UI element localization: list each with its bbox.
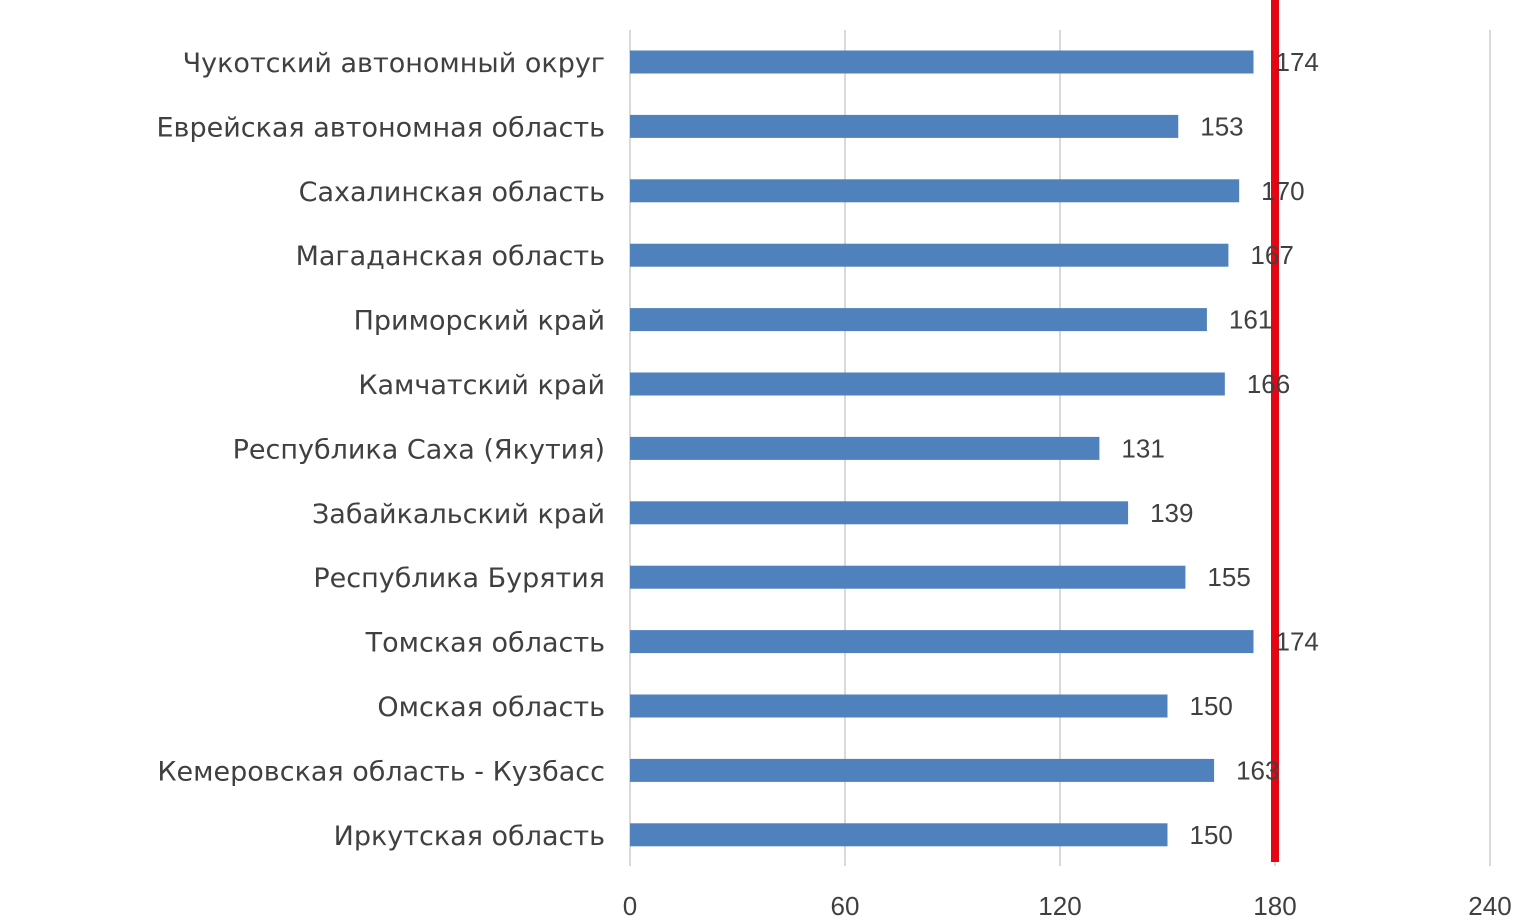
bar-4 bbox=[630, 243, 1229, 267]
value-label: 139 bbox=[1150, 498, 1193, 528]
x-axis-ticks: 0 60 120 180 240 bbox=[623, 891, 1512, 921]
x-tick-label: 240 bbox=[1468, 891, 1511, 921]
value-label: 155 bbox=[1207, 562, 1250, 592]
category-label: Омская область bbox=[377, 692, 605, 723]
bar-3 bbox=[630, 179, 1240, 203]
value-label: 163 bbox=[1236, 755, 1279, 785]
category-label: Чукотский автономный округ bbox=[183, 48, 605, 79]
category-label: Республика Бурятия bbox=[313, 563, 605, 594]
category-label: Камчатский край bbox=[358, 370, 605, 401]
category-labels: Чукотский автономный округ Еврейская авто… bbox=[156, 48, 605, 852]
value-label: 131 bbox=[1121, 433, 1164, 463]
x-tick-label: 180 bbox=[1253, 891, 1296, 921]
category-label: Забайкальский край bbox=[312, 499, 605, 530]
bar-13 bbox=[630, 823, 1168, 847]
value-labels: 174 153 170 167 161 166 131 139 155 174 150 163 150 bbox=[1121, 47, 1318, 850]
bar-2 bbox=[630, 114, 1179, 138]
value-label: 153 bbox=[1200, 111, 1243, 141]
value-label: 174 bbox=[1276, 627, 1319, 657]
bar-8 bbox=[630, 501, 1129, 525]
category-label: Иркутская область bbox=[334, 821, 605, 852]
category-label: Приморский край bbox=[354, 306, 605, 337]
category-label: Магаданская область bbox=[296, 241, 605, 272]
bar-9 bbox=[630, 565, 1186, 589]
value-label: 150 bbox=[1190, 691, 1233, 721]
category-label: Еврейская автономная область bbox=[156, 112, 605, 143]
bar-10 bbox=[630, 630, 1254, 654]
x-tick-label: 120 bbox=[1038, 891, 1081, 921]
value-label: 170 bbox=[1261, 176, 1304, 206]
x-tick-label: 60 bbox=[831, 891, 860, 921]
bar-5 bbox=[630, 308, 1207, 332]
value-label: 174 bbox=[1276, 47, 1319, 77]
value-label: 150 bbox=[1190, 820, 1233, 850]
bar-6 bbox=[630, 372, 1225, 396]
bar-1 bbox=[630, 50, 1254, 74]
category-label: Кемеровская область - Кузбасс bbox=[157, 756, 605, 787]
category-label: Томская область bbox=[365, 628, 605, 659]
bar-11 bbox=[630, 694, 1168, 718]
value-label: 166 bbox=[1247, 369, 1290, 399]
category-label: Сахалинская область bbox=[299, 177, 605, 208]
bar-7 bbox=[630, 436, 1100, 460]
bar-12 bbox=[630, 758, 1215, 782]
value-label: 161 bbox=[1229, 305, 1272, 335]
value-label: 167 bbox=[1250, 240, 1293, 270]
bars bbox=[630, 50, 1254, 847]
x-tick-label: 0 bbox=[623, 891, 637, 921]
category-label: Республика Саха (Якутия) bbox=[233, 434, 605, 465]
